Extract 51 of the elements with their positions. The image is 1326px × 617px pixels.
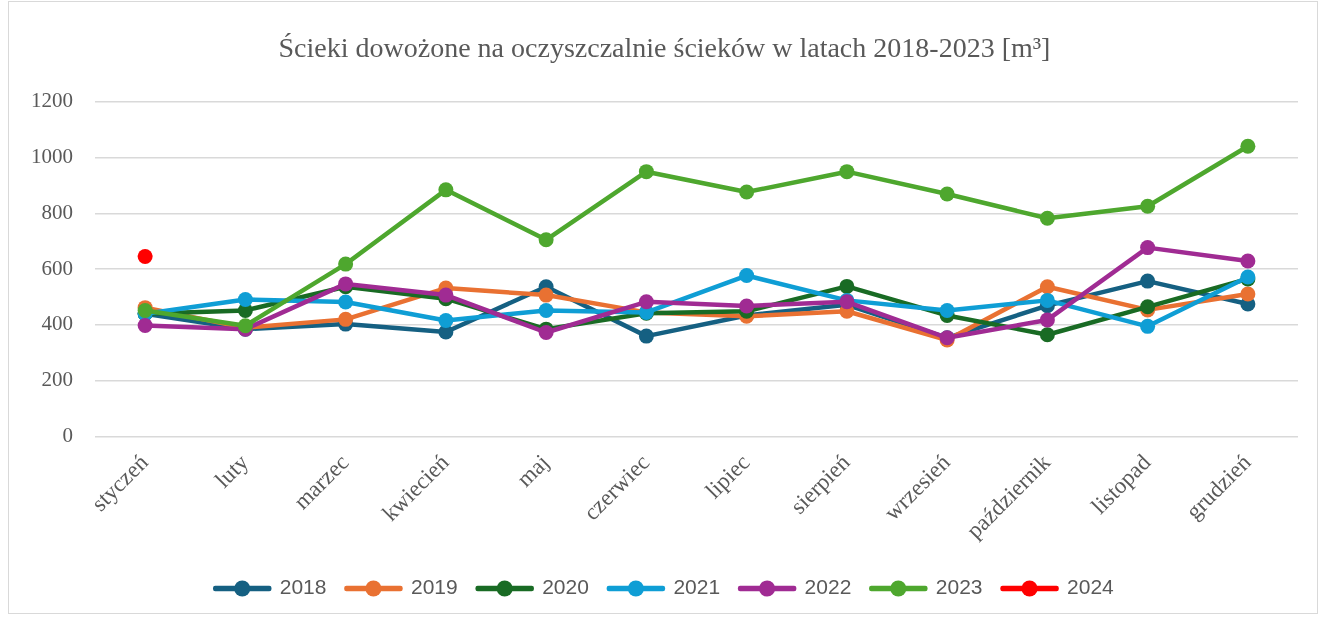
point: [1039, 312, 1055, 328]
point: [438, 182, 454, 198]
legend-label: 2023: [935, 575, 983, 599]
point: [638, 294, 654, 310]
legend-label: 2021: [673, 575, 721, 599]
point: [1140, 273, 1156, 289]
y-tick-label: 400: [41, 311, 73, 336]
point: [1039, 279, 1055, 295]
legend-label: 2024: [1067, 575, 1115, 599]
point: [739, 184, 755, 200]
point: [839, 164, 855, 180]
point: [1240, 138, 1256, 154]
point: [939, 302, 955, 318]
point: [237, 292, 253, 308]
point: [538, 232, 554, 248]
point: [1140, 240, 1156, 256]
point: [739, 298, 755, 314]
point: [1140, 318, 1156, 334]
y-tick-label: 200: [41, 367, 73, 392]
x-tick-label: luty: [210, 449, 254, 493]
point: [338, 294, 354, 310]
point: [538, 302, 554, 318]
point: [1240, 253, 1256, 269]
y-tick-label: 600: [41, 255, 73, 280]
y-tick-label: 0: [62, 423, 73, 448]
legend-label: 2022: [804, 575, 852, 599]
chart-title: Ścieki dowożone na oczyszczalnie ścieków w latach 2018-2023 [m³]: [278, 32, 1051, 64]
point: [1140, 198, 1156, 214]
point: [939, 186, 955, 202]
x-tick-label: maj: [511, 449, 554, 492]
y-tick-label: 1000: [31, 143, 73, 168]
point: [137, 318, 153, 334]
y-tick-label: 800: [41, 199, 73, 224]
point: [638, 164, 654, 180]
point: [438, 287, 454, 303]
point: [739, 268, 755, 284]
point: [338, 256, 354, 272]
point: [438, 312, 454, 328]
point: [638, 328, 654, 344]
point: [137, 249, 153, 265]
legend-label: 2019: [410, 575, 458, 599]
legend-label: 2018: [279, 575, 327, 599]
point: [839, 278, 855, 294]
point: [1039, 210, 1055, 226]
point: [338, 311, 354, 327]
point: [1240, 286, 1256, 302]
legend-label: 2020: [542, 575, 589, 599]
point: [538, 287, 554, 303]
point: [1039, 327, 1055, 343]
point: [1039, 292, 1055, 308]
y-tick-label: 1200: [31, 88, 73, 113]
